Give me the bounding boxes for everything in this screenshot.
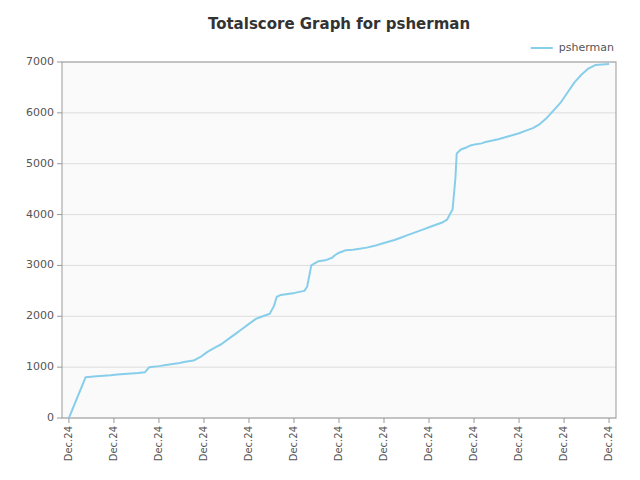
- y-tick: [57, 265, 62, 266]
- plot-frame: [62, 62, 616, 418]
- y-tick: [57, 367, 62, 368]
- x-tick: [203, 418, 204, 423]
- y-tick-label: 4000: [26, 208, 54, 221]
- x-tick: [339, 418, 340, 423]
- x-tick-label: Dec.24: [243, 426, 254, 461]
- y-tick-label: 0: [47, 411, 54, 424]
- chart-container: 01000200030004000500060007000Dec.24Dec.2…: [0, 0, 640, 480]
- x-tick-label: Dec.24: [198, 426, 209, 461]
- x-tick-label: Dec.24: [423, 426, 434, 461]
- x-tick-label: Dec.24: [108, 426, 119, 461]
- x-tick-label: Dec.24: [468, 426, 479, 461]
- y-tick: [57, 62, 62, 63]
- x-tick: [384, 418, 385, 423]
- plot-area: [62, 62, 616, 418]
- y-tick: [57, 112, 62, 113]
- x-tick-label: Dec.24: [603, 426, 614, 461]
- x-tick-label: Dec.24: [288, 426, 299, 461]
- grid: [62, 62, 616, 418]
- x-tick: [609, 418, 610, 423]
- x-tick-label: Dec.24: [63, 426, 74, 461]
- y-axis: 0 1000 2000 3000 4000 5000 6000 7000: [26, 55, 62, 424]
- y-tick: [57, 214, 62, 215]
- grid-line: [62, 316, 616, 317]
- x-tick: [248, 418, 249, 423]
- y-tick-label: 3000: [26, 258, 54, 271]
- x-axis: Dec.24 Dec.24 Dec.24 Dec.24 Dec.24 Dec.24 Dec.…: [63, 418, 614, 461]
- y-tick-label: 1000: [26, 360, 54, 373]
- x-tick: [474, 418, 475, 423]
- grid-line: [62, 163, 616, 164]
- x-tick: [519, 418, 520, 423]
- y-tick-label: 6000: [26, 106, 54, 119]
- series-group: [69, 64, 609, 418]
- chart-title: Totalscore Graph for psherman: [208, 15, 470, 33]
- x-tick: [68, 418, 69, 423]
- grid-line: [62, 265, 616, 266]
- x-tick: [429, 418, 430, 423]
- x-tick: [158, 418, 159, 423]
- x-tick: [293, 418, 294, 423]
- chart-svg: 01000200030004000500060007000Dec.24Dec.2…: [0, 0, 640, 480]
- legend-swatch: [531, 47, 553, 49]
- x-tick: [564, 418, 565, 423]
- y-tick-label: 2000: [26, 309, 54, 322]
- y-tick-label: 5000: [26, 157, 54, 170]
- background: [0, 0, 640, 480]
- x-tick: [113, 418, 114, 423]
- x-tick-label: Dec.24: [513, 426, 524, 461]
- grid-line: [62, 112, 616, 113]
- grid-line: [62, 367, 616, 368]
- y-tick: [57, 418, 62, 419]
- series-line: [69, 64, 609, 418]
- y-tick-label: 7000: [26, 55, 54, 68]
- x-tick-label: Dec.24: [153, 426, 164, 461]
- legend: psherman: [531, 41, 614, 54]
- x-tick-label: Dec.24: [333, 426, 344, 461]
- y-tick: [57, 163, 62, 164]
- x-tick-label: Dec.24: [558, 426, 569, 461]
- x-tick-label: Dec.24: [378, 426, 389, 461]
- y-tick: [57, 316, 62, 317]
- legend-label: psherman: [559, 41, 614, 54]
- grid-line: [62, 214, 616, 215]
